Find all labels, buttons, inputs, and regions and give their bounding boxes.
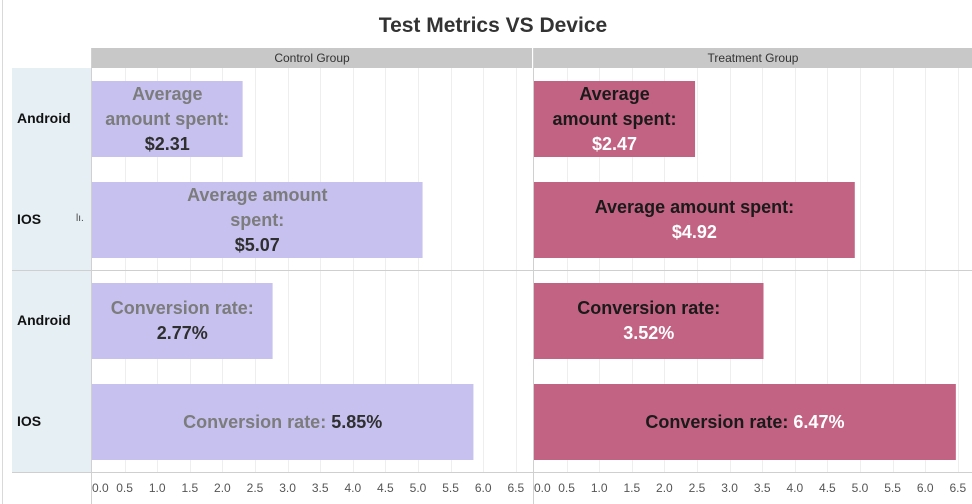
bar-label-line: spent: [230, 209, 285, 230]
bar-label-line: amount spent: [552, 108, 677, 129]
bar-control [92, 283, 273, 359]
bar-label-line: Average [132, 83, 203, 104]
x-tick-label: 2.5 [246, 481, 264, 495]
row-label-android-conversion: Android [17, 312, 71, 328]
x-tick-label: 0.0 [534, 481, 551, 495]
x-tick-label: 3.5 [753, 481, 771, 495]
x-tick-label: 6.5 [949, 481, 967, 495]
bar-treatment [534, 182, 855, 258]
bar-label-line: $2.31 [144, 133, 190, 154]
bar-label-line: 3.52% [623, 323, 675, 343]
bar-label-line: $2.47 [591, 133, 638, 154]
x-tick-label: 2.5 [688, 481, 706, 495]
bar-label-treatment: Average amount spent: $4.92 [534, 182, 855, 258]
x-tick-label: 3.0 [721, 481, 738, 495]
x-tick-label: 3.0 [279, 481, 296, 495]
bar-label-line: amount spent: [105, 108, 230, 129]
x-tick-label: 6.0 [474, 481, 492, 495]
bar-label-control: Conversion rate: 2.77% [92, 283, 273, 359]
x-tick-label: 4.0 [344, 481, 362, 495]
row-label-ios-conversion: IOS [17, 413, 42, 429]
x-tick-label: 4.5 [377, 481, 394, 495]
x-tick-label: 1.0 [148, 481, 166, 495]
x-tick-label: 1.0 [590, 481, 608, 495]
x-tick-label: 4.0 [786, 481, 804, 495]
bar-control [92, 384, 474, 460]
x-tick-label: 5.5 [442, 481, 459, 495]
bar-label-treatment: Conversion rate: 6.47% [534, 384, 956, 460]
x-tick-label: 0.5 [558, 481, 575, 495]
bar-treatment [534, 283, 764, 359]
bar-label-control: Conversion rate: 5.85% [92, 384, 473, 460]
x-tick-label: 5.0 [409, 481, 427, 495]
x-tick-label: 6.5 [507, 481, 525, 495]
row-label-ios-spend: IOS [17, 211, 42, 227]
bar-label-line: Conversion rate: [577, 298, 721, 318]
bar-treatment [534, 81, 696, 157]
bar-label-line: Average amount spent: [594, 197, 795, 217]
bar-control [92, 81, 243, 157]
left-border [2, 0, 3, 504]
x-tick-label: 1.5 [181, 481, 199, 495]
x-tick-label: 4.5 [819, 481, 836, 495]
x-tick-label: 2.0 [214, 481, 231, 495]
column-header-control: Control Group [92, 48, 532, 68]
bar-label-control: Average amount spent: $2.31 [92, 81, 243, 157]
small-chart-glyph: lı. [76, 213, 84, 224]
bar-label-line: 2.77% [156, 323, 208, 343]
bar-label-line: $5.07 [234, 234, 280, 255]
bar-value-text: 6.47% [793, 411, 845, 432]
bar-label-line: Average [579, 83, 650, 104]
x-tick-label: 5.5 [884, 481, 901, 495]
x-tick-label: 2.0 [656, 481, 673, 495]
bar-value-text: 5.85% [331, 411, 383, 432]
bar-label-text: Conversion rate: [645, 411, 794, 432]
x-tick-label: 0.5 [116, 481, 133, 495]
x-tick-label: 3.5 [311, 481, 329, 495]
bar-label-control: Average amount spent: $5.07 [92, 182, 423, 258]
bar-label-line: Average amount [187, 184, 328, 205]
bar-label-line: Conversion rate: 6.47% [645, 410, 844, 435]
x-tick-label: 0.0 [92, 481, 109, 495]
bar-label-treatment: Average amount spent: $2.47 [534, 81, 695, 157]
bar-label-text: Conversion rate: [183, 411, 332, 432]
bar-label-line: Conversion rate: 5.85% [183, 410, 382, 435]
row-label-android-spend: Android [17, 110, 71, 126]
chart-title: Test Metrics VS Device [378, 14, 608, 37]
x-tick-label: 5.0 [851, 481, 869, 495]
bar-label-line: $4.92 [671, 222, 717, 242]
bar-label-line: Conversion rate: [110, 298, 254, 318]
bar-label-treatment: Conversion rate: 3.52% [534, 283, 764, 359]
x-tick-label: 1.5 [623, 481, 641, 495]
column-header-treatment: Treatment Group [534, 48, 972, 68]
bar-treatment [534, 384, 956, 460]
x-tick-label: 6.0 [916, 481, 934, 495]
bar-control [92, 182, 423, 258]
